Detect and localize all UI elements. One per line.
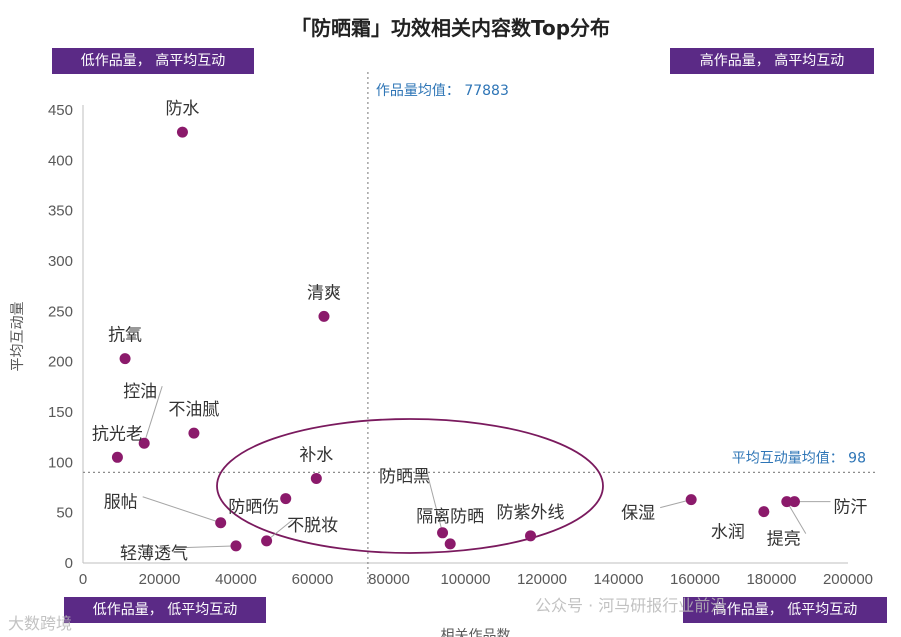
scatter-point <box>525 530 537 542</box>
quadrant-label-top-left: 低作品量， 高平均互动 <box>52 48 254 74</box>
label-leader-line <box>786 501 807 534</box>
mean-y-label: 平均互动量均值： 98 <box>732 450 866 466</box>
quadrant-label-bottom-right: 高作品量， 低平均互动 <box>683 597 887 623</box>
x-tick-label: 100000 <box>440 571 490 588</box>
y-tick-label: 150 <box>48 404 73 421</box>
scatter-point <box>215 517 227 529</box>
scatter-point <box>176 126 188 138</box>
point-label: 防晒伤 <box>228 498 279 518</box>
scatter-point <box>111 451 123 463</box>
scatter-point <box>685 494 697 506</box>
point-label: 补水 <box>299 445 333 465</box>
point-label: 防晒黑 <box>379 467 430 487</box>
point-label: 提亮 <box>767 530 801 550</box>
label-leader-line <box>142 496 221 524</box>
y-tick-label: 350 <box>48 203 73 220</box>
scatter-point <box>188 427 200 439</box>
y-tick-label: 0 <box>65 555 73 572</box>
y-tick-label: 250 <box>48 303 73 320</box>
scatter-point <box>444 538 456 550</box>
x-tick-label: 140000 <box>593 571 643 588</box>
x-tick-label: 200000 <box>823 571 873 588</box>
y-tick-label: 450 <box>48 102 73 119</box>
quadrant-label-top-right: 高作品量， 高平均互动 <box>670 48 874 74</box>
scatter-point <box>788 496 800 508</box>
mean-x-label: 作品量均值： 77883 <box>376 83 509 99</box>
y-tick-label: 300 <box>48 253 73 270</box>
point-label: 防汗 <box>833 498 867 518</box>
point-label: 不脱妆 <box>287 516 338 536</box>
x-tick-label: 40000 <box>215 571 257 588</box>
scatter-point <box>280 493 292 505</box>
point-label: 抗光老 <box>92 424 143 444</box>
point-label: 保湿 <box>621 504 655 524</box>
x-tick-label: 60000 <box>292 571 334 588</box>
point-label: 服帖 <box>104 493 138 513</box>
scatter-point <box>758 506 770 518</box>
scatter-point <box>437 527 449 539</box>
point-label: 抗氧 <box>108 326 142 346</box>
x-tick-label: 80000 <box>368 571 410 588</box>
point-label: 清爽 <box>307 283 341 303</box>
x-tick-label: 180000 <box>746 571 796 588</box>
point-label: 不油腻 <box>168 400 219 420</box>
x-tick-label: 120000 <box>517 571 567 588</box>
y-tick-label: 400 <box>48 152 73 169</box>
x-tick-label: 160000 <box>670 571 720 588</box>
scatter-point <box>261 535 273 547</box>
y-axis-title: 平均互动量 <box>10 302 26 372</box>
point-label: 防紫外线 <box>497 503 565 523</box>
label-leader-line <box>143 386 163 444</box>
scatter-point <box>119 353 131 365</box>
y-tick-label: 50 <box>56 505 73 522</box>
scatter-point <box>318 310 330 322</box>
point-label: 防水 <box>165 99 199 119</box>
watermark-left: 大数跨境 <box>8 614 73 633</box>
scatter-point <box>230 540 242 552</box>
scatter-point <box>310 472 322 484</box>
point-label: 控油 <box>123 382 157 402</box>
label-leader-line <box>426 470 444 533</box>
highlight-ellipse <box>216 418 604 554</box>
scatter-point <box>138 437 150 449</box>
point-label: 轻薄透气 <box>120 544 188 564</box>
y-tick-label: 200 <box>48 354 73 371</box>
x-axis-title: 相关作品数 <box>441 628 511 637</box>
watermark-right: 公众号 · 河马研报行业前沿 <box>535 596 727 615</box>
point-label: 隔离防晒 <box>416 507 484 527</box>
x-tick-label: 20000 <box>139 571 181 588</box>
scatter-point <box>781 496 793 508</box>
label-leader-line <box>175 545 237 549</box>
point-label: 水润 <box>711 523 745 543</box>
quadrant-label-bottom-left: 低作品量， 低平均互动 <box>64 597 266 623</box>
y-tick-label: 100 <box>48 454 73 471</box>
label-leader-line <box>266 519 293 542</box>
x-tick-label: 0 <box>79 571 87 588</box>
chart-title: 「防晒霜」功效相关内容数Top分布 <box>290 16 611 40</box>
